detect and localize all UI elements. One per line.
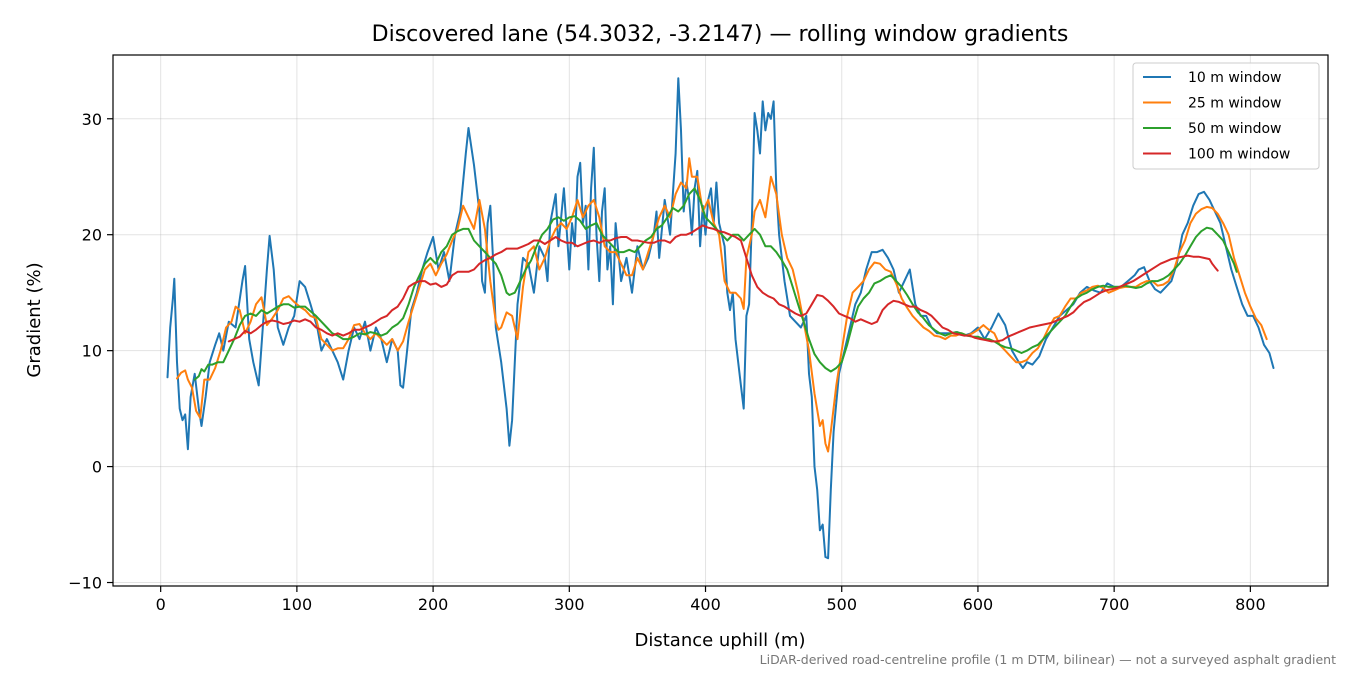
- legend: 10 m window 25 m window 50 m window 100 m w…: [1132, 62, 1320, 170]
- y-tick-label: 30: [82, 110, 102, 129]
- x-tick-label: 700: [1099, 595, 1130, 614]
- legend-label: 100 m window: [1188, 147, 1290, 163]
- series-lines: [166, 77, 1275, 560]
- y-tick-label: 0: [92, 458, 102, 477]
- y-tick-label: −10: [68, 574, 102, 593]
- plot-frame: [112, 54, 1329, 587]
- y-axis-label: Gradient (%): [24, 262, 45, 377]
- x-tick-label: 400: [690, 595, 721, 614]
- legend-box: [1132, 62, 1320, 170]
- x-tick-label: 200: [418, 595, 449, 614]
- legend-label: 25 m window: [1188, 96, 1281, 112]
- y-tick-label: 10: [82, 342, 102, 361]
- series-line-10-m-window: [166, 77, 1275, 560]
- x-tick-label: 300: [554, 595, 585, 614]
- x-tick-label: 800: [1235, 595, 1266, 614]
- x-axis-label: Distance uphill (m): [635, 630, 806, 651]
- footnote: LiDAR-derived road-centreline profile (1…: [760, 652, 1336, 667]
- x-tick-label: 600: [963, 595, 994, 614]
- legend-label: 10 m window: [1188, 70, 1281, 86]
- grid-lines: [113, 55, 1328, 586]
- x-tick-label: 100: [282, 595, 313, 614]
- chart-title: Discovered lane (54.3032, -3.2147) — rol…: [372, 22, 1069, 47]
- y-tick-label: 20: [82, 226, 102, 245]
- series-line-25-m-window: [176, 157, 1268, 453]
- series-line-100-m-window: [227, 224, 1219, 343]
- x-tick-label: 0: [156, 595, 166, 614]
- axis-ticks: 0 100 200 300 400 500 600 700 800 −10 0 10 20 30: [68, 110, 1265, 614]
- legend-label: 50 m window: [1188, 121, 1281, 137]
- x-tick-label: 500: [826, 595, 857, 614]
